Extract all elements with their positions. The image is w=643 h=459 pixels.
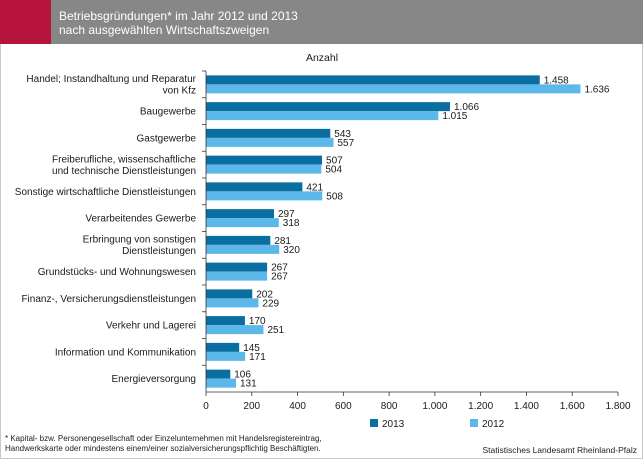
value-label-2012-5: 318 [283,218,300,229]
category-label-5: Verarbeitendes Gewerbe [85,214,196,225]
bar-2012-11 [206,378,236,388]
value-label-2013-5: 297 [278,209,295,220]
bar-2013-3 [206,155,323,165]
value-label-2013-4: 421 [306,182,323,193]
bar-2013-9 [206,316,245,326]
value-label-2013-11: 106 [234,370,251,381]
value-label-2012-11: 131 [240,379,257,390]
x-tick-label-5: 1.000 [422,401,447,412]
bar-2012-7 [206,271,268,281]
category-label-7: Grundstücks- und Wohnungswesen [38,267,196,278]
value-label-2012-2: 557 [337,138,354,149]
bar-2013-1 [206,102,450,112]
bar-2013-8 [206,289,253,299]
title-banner [0,0,643,44]
bar-2013-5 [206,209,274,219]
bar-2012-10 [206,351,246,361]
bar-2012-3 [206,164,322,174]
x-tick-label-4: 800 [381,401,398,412]
value-label-2012-3: 504 [325,165,342,176]
bar-2012-6 [206,244,280,254]
unit-label: Anzahl [306,52,338,64]
legend-swatch-2013 [370,419,378,427]
value-label-2012-4: 508 [326,191,343,202]
value-label-2013-3: 507 [326,156,343,167]
chart-title-line-2: nach ausgewählten Wirtschaftszweigen [59,23,270,37]
bar-2012-5 [206,218,279,228]
x-tick-label-0: 0 [203,401,209,412]
legend-label-2012: 2012 [482,419,505,430]
bar-2013-7 [206,262,268,272]
category-label-2: Gastgewerbe [137,133,197,144]
x-tick-label-3: 600 [335,401,352,412]
bar-2013-2 [206,128,331,138]
category-label-8: Finanz-, Versicherungsdienstleistungen [21,294,196,305]
legend-label-2013: 2013 [382,419,405,430]
footnote-line-1: * Kapital- bzw. Personengesellschaft ode… [5,434,322,443]
bar-2013-0 [206,75,540,85]
value-label-2013-1: 1.066 [454,102,479,113]
brand-accent-block [0,0,51,44]
category-label-9: Verkehr und Lagerei [106,321,196,332]
x-tick-label-6: 1.200 [468,401,493,412]
bar-2012-8 [206,298,259,308]
value-label-2012-6: 320 [283,245,300,256]
value-label-2013-8: 202 [256,289,273,300]
bar-2012-0 [206,84,581,94]
bar-2012-1 [206,111,439,121]
footnote-line-2: Handwerkskarte oder mindestens einem/ein… [5,444,321,453]
x-tick-label-9: 1.800 [605,401,630,412]
source-note: Statistisches Landesamt Rheinland-Pfalz [482,445,638,455]
bar-2013-10 [206,342,240,352]
x-tick-label-2: 400 [289,401,306,412]
chart-title-line-1: Betriebsgründungen* im Jahr 2012 und 201… [59,9,298,23]
value-label-2012-1: 1.015 [442,111,467,122]
value-label-2013-7: 267 [271,263,288,274]
value-label-2012-8: 229 [262,298,279,309]
x-tick-label-7: 1.400 [514,401,539,412]
x-tick-label-1: 200 [243,401,260,412]
x-tick-label-8: 1.600 [560,401,585,412]
bar-2013-11 [206,369,231,379]
value-label-2013-2: 543 [334,129,351,140]
value-label-2013-6: 281 [274,236,291,247]
category-label-0: Handel; Instandhaltung und Reparatur von … [26,74,196,97]
bar-2012-9 [206,325,264,335]
bar-2012-4 [206,191,323,201]
category-label-10: Information und Kommunikation [55,347,196,358]
category-label-11: Energieversorgung [112,374,197,385]
category-label-4: Sonstige wirtschaftliche Dienstleistunge… [15,187,196,198]
value-label-2012-9: 251 [267,325,284,336]
bar-2012-2 [206,137,334,147]
category-label-1: Baugewerbe [140,107,197,118]
value-label-2013-0: 1.458 [544,75,569,86]
value-label-2013-9: 170 [249,316,266,327]
value-label-2012-10: 171 [249,352,266,363]
value-label-2012-0: 1.636 [584,84,609,95]
value-label-2013-10: 145 [243,343,260,354]
category-label-3: Freiberufliche, wissenschaftliche und tec… [52,154,196,177]
category-label-6: Erbringung von sonstigen Dienstleistungen [83,235,196,258]
bar-2013-6 [206,235,271,245]
value-label-2012-7: 267 [271,272,288,283]
bar-2013-4 [206,182,303,192]
legend-swatch-2012 [470,419,478,427]
